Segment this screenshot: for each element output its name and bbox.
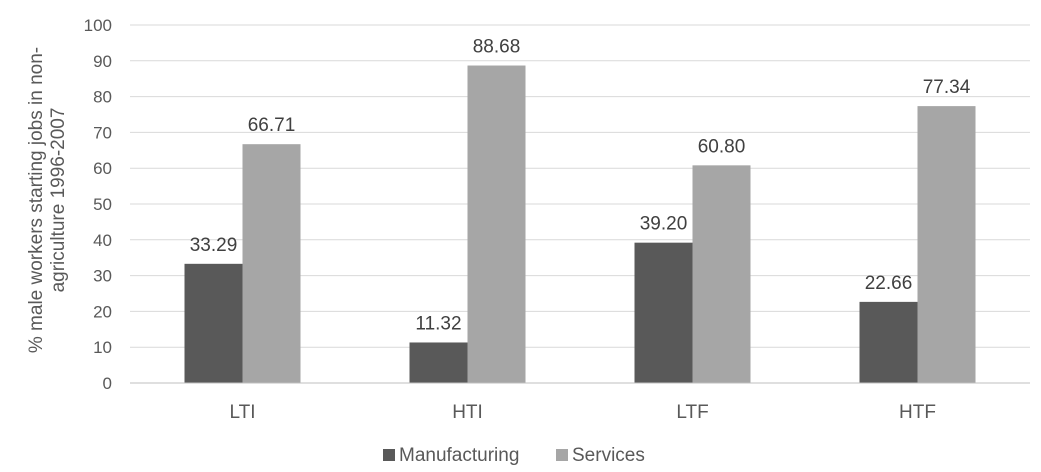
data-label: 60.80 — [698, 136, 746, 157]
legend-swatch-services — [556, 449, 568, 461]
data-label: 77.34 — [923, 77, 971, 98]
bar-manufacturing-ltf — [634, 242, 693, 383]
y-axis-title-line-2: agriculture 1996-2007 — [48, 108, 69, 293]
y-tick-label: 100 — [84, 16, 112, 35]
legend-label-manufacturing: Manufacturing — [399, 445, 519, 466]
bars — [184, 65, 976, 383]
bar-manufacturing-htf — [859, 301, 918, 383]
data-label: 22.66 — [865, 273, 913, 294]
y-tick-label: 70 — [93, 123, 112, 142]
y-tick-label: 80 — [93, 88, 112, 107]
y-axis-title: % male workers starting jobs in non- agr… — [26, 47, 69, 353]
y-tick-label: 50 — [93, 195, 112, 214]
bar-services-htf — [917, 106, 976, 383]
legend: Manufacturing Services — [383, 445, 645, 466]
x-category-label: HTF — [899, 402, 936, 423]
x-axis-categories: LTI HTI LTF HTF — [229, 402, 935, 423]
y-tick-label: 90 — [93, 52, 112, 71]
bar-services-lti — [242, 144, 301, 383]
y-tick-label: 40 — [93, 231, 112, 250]
data-label: 39.20 — [640, 214, 688, 235]
y-tick-label: 20 — [93, 302, 112, 321]
y-tick-label: 30 — [93, 267, 112, 286]
legend-label-services: Services — [572, 445, 645, 466]
data-label: 66.71 — [248, 115, 296, 136]
x-category-label: LTF — [676, 402, 708, 423]
y-axis-ticks: 0 10 20 30 40 50 60 70 80 90 100 — [84, 16, 112, 393]
y-tick-label: 10 — [93, 338, 112, 357]
data-labels: 33.29 66.71 11.32 88.68 39.20 60.80 22.66 77.34 — [190, 37, 971, 335]
bar-manufacturing-hti — [409, 342, 468, 383]
data-label: 11.32 — [415, 313, 461, 334]
data-label: 33.29 — [190, 235, 238, 256]
y-tick-label: 0 — [103, 374, 112, 393]
y-tick-label: 60 — [93, 159, 112, 178]
bar-manufacturing-lti — [184, 263, 243, 383]
y-axis-title-line-1: % male workers starting jobs in non- — [26, 47, 47, 353]
x-category-label: HTI — [452, 402, 483, 423]
data-label: 88.68 — [473, 37, 521, 58]
bar-services-ltf — [692, 165, 751, 383]
bar-services-hti — [467, 65, 526, 383]
legend-swatch-manufacturing — [383, 449, 395, 461]
x-category-label: LTI — [229, 402, 255, 423]
